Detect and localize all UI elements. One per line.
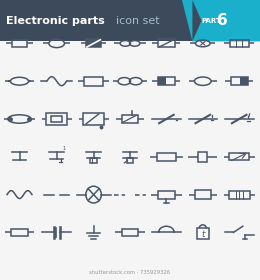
Bar: [195, 190, 211, 199]
Bar: [229, 191, 250, 199]
Bar: [84, 77, 103, 86]
Bar: [231, 77, 248, 85]
Bar: [230, 40, 249, 47]
Text: 1: 1: [62, 146, 66, 151]
Bar: [86, 39, 101, 47]
Bar: [127, 158, 133, 163]
Bar: [11, 229, 28, 236]
Bar: [158, 39, 175, 47]
Bar: [83, 113, 104, 125]
Bar: [198, 152, 207, 162]
Bar: [158, 77, 166, 85]
Bar: [46, 113, 67, 125]
Bar: [12, 40, 27, 47]
Bar: [229, 153, 249, 160]
Text: Electronic parts: Electronic parts: [6, 16, 105, 26]
Bar: [122, 229, 138, 236]
Bar: [0, 0, 260, 41]
Polygon shape: [192, 0, 202, 41]
Bar: [90, 158, 97, 163]
Text: shutterstock.com · 735929326: shutterstock.com · 735929326: [89, 270, 171, 275]
Polygon shape: [182, 0, 260, 41]
Bar: [158, 77, 175, 85]
Text: icon set: icon set: [116, 16, 159, 26]
Bar: [122, 115, 138, 123]
Text: 6: 6: [217, 13, 228, 28]
Bar: [197, 228, 209, 239]
Bar: [51, 116, 62, 122]
Text: PART: PART: [202, 18, 221, 24]
Bar: [157, 153, 176, 161]
Bar: [240, 77, 248, 85]
Text: t: t: [201, 230, 205, 239]
Bar: [158, 191, 175, 199]
